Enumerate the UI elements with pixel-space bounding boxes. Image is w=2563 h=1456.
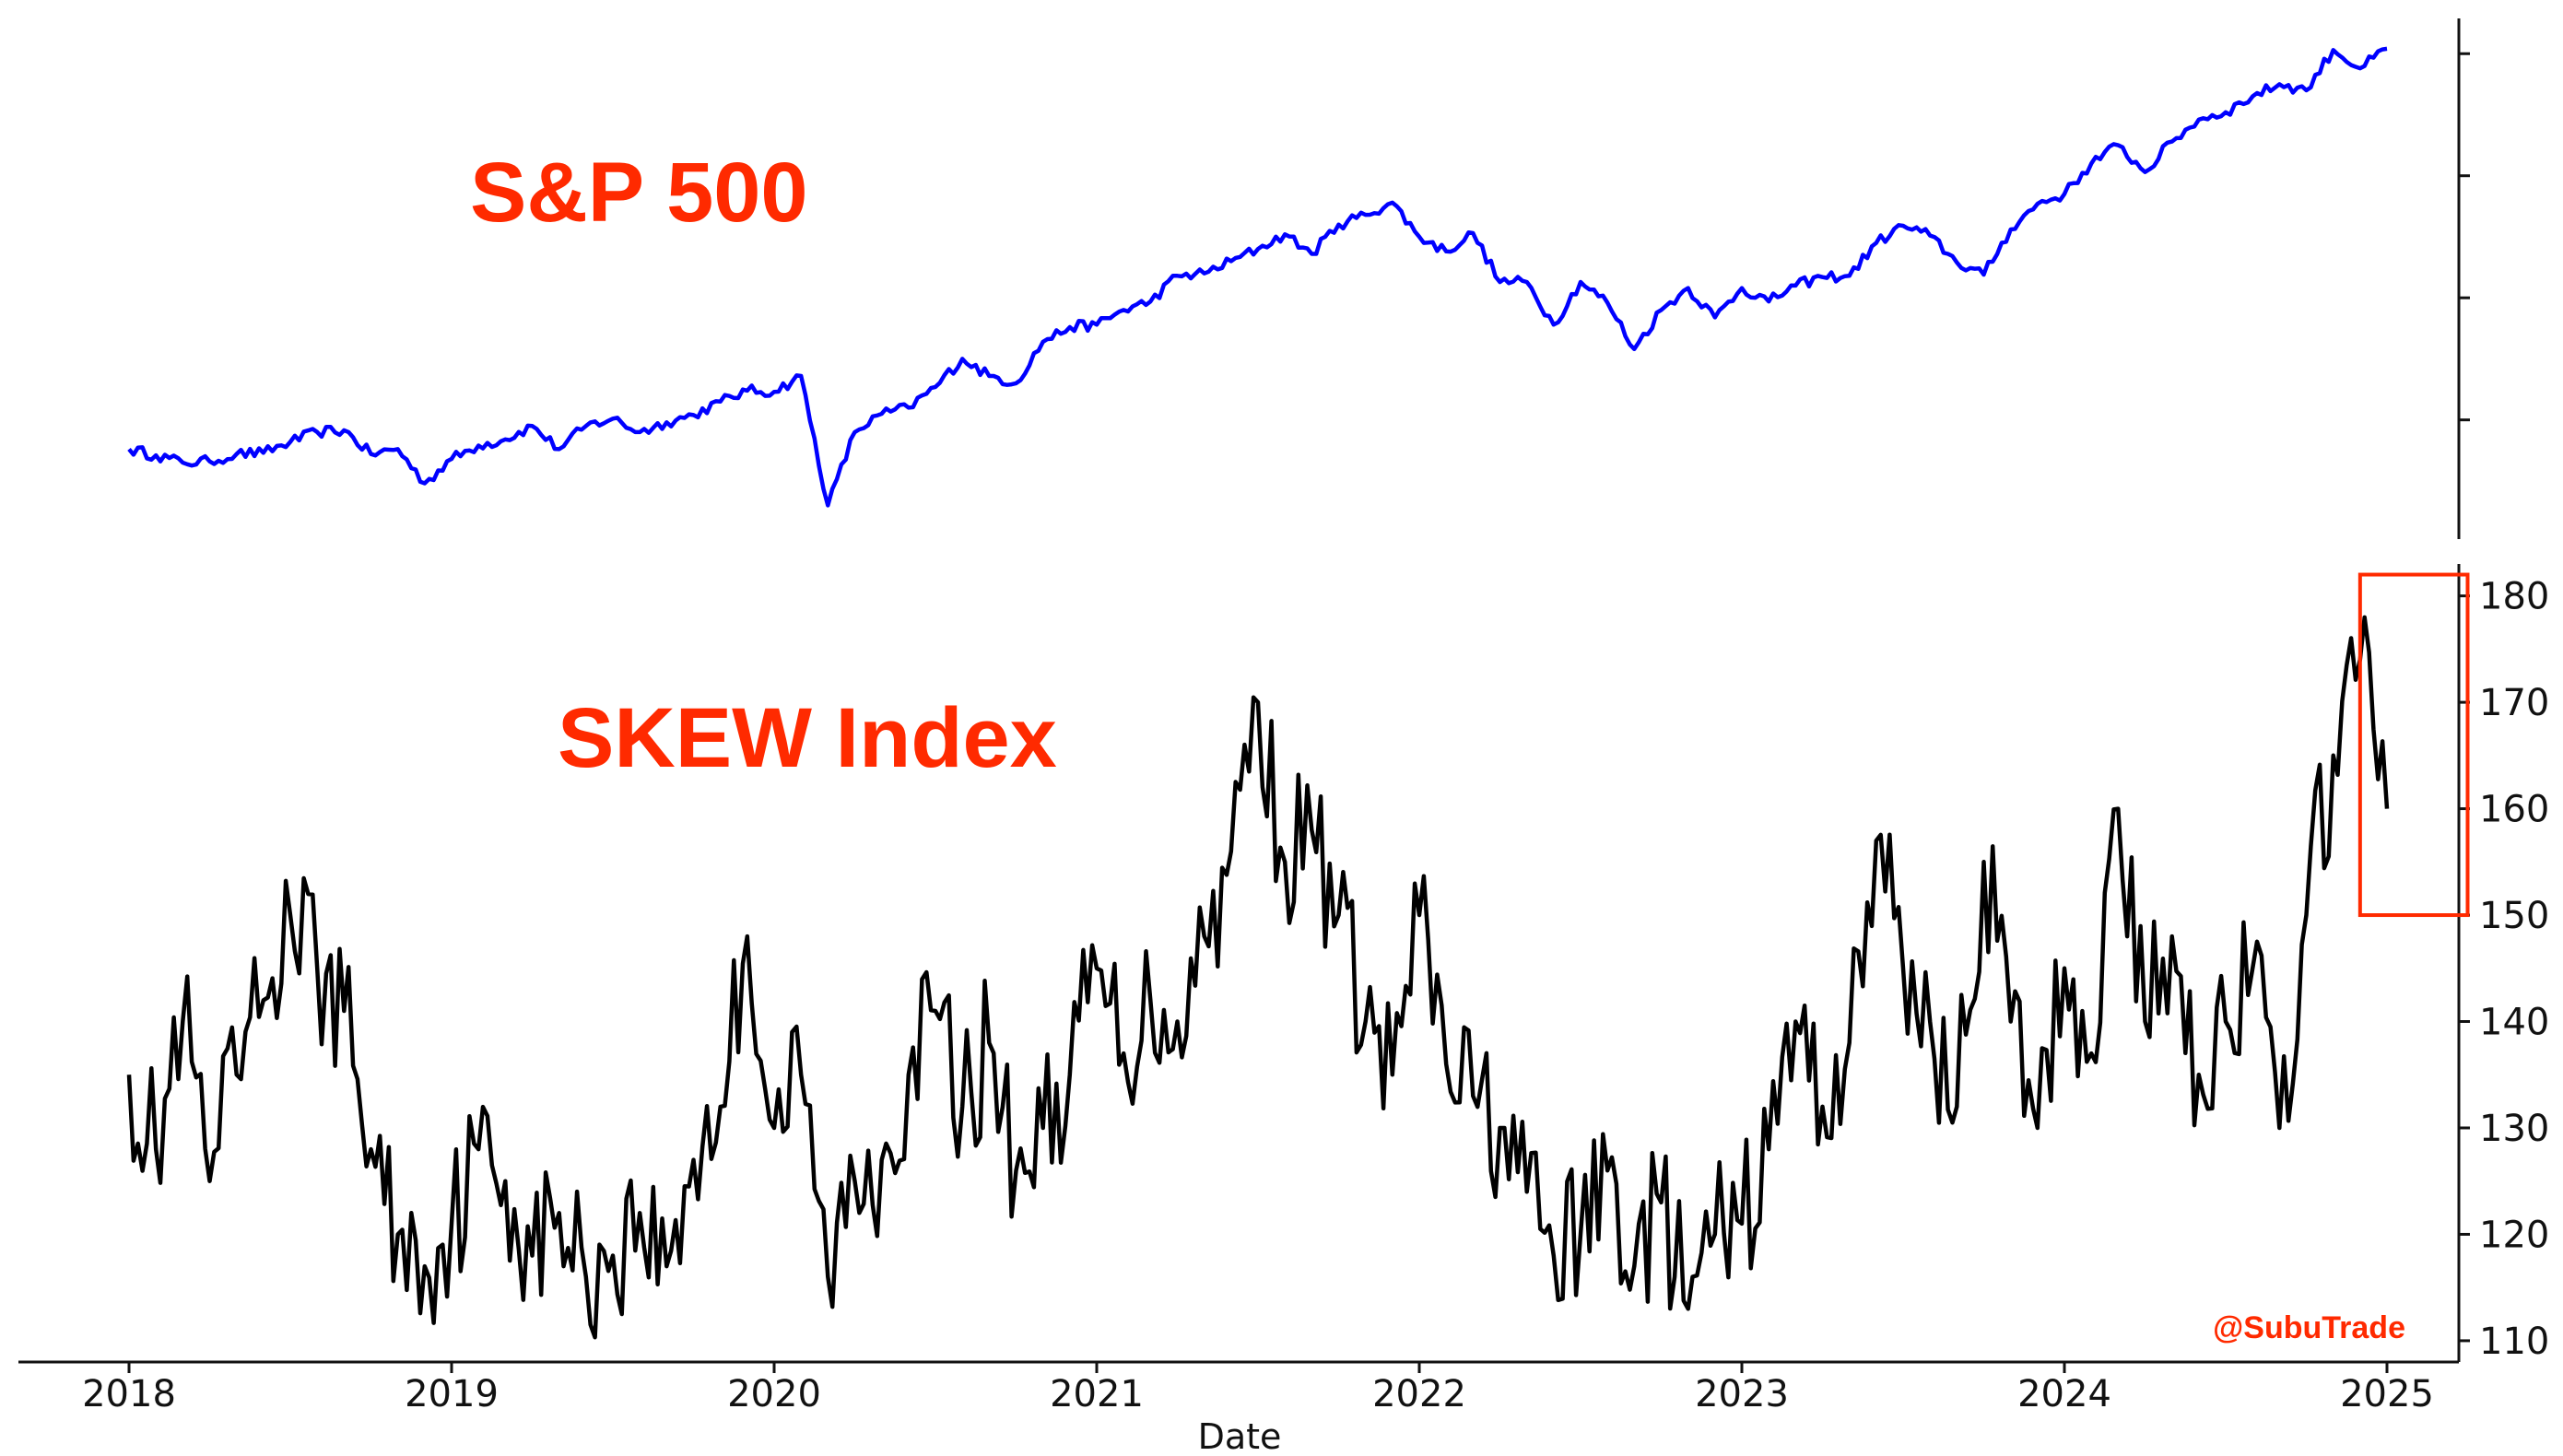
skew-y-tick-label: 130 [2479, 1108, 2549, 1150]
skew-y-tick-label: 110 [2479, 1321, 2549, 1363]
sp500-panel: S&P 500 [127, 18, 2470, 539]
sp500-line [127, 46, 2388, 508]
x-tick-label: 2024 [2017, 1373, 2111, 1415]
skew-line [126, 615, 2390, 1340]
sp500-annotation: S&P 500 [470, 146, 808, 240]
recent-spike-highlight-box [2357, 572, 2470, 918]
x-axis-title: Date [1198, 1416, 1282, 1456]
sp500-y-ticks [2459, 52, 2470, 422]
skew-y-tick-label: 140 [2479, 1002, 2549, 1044]
skew-y-ticks: 110 120 130 140 150 160 170 180 [2459, 576, 2549, 1363]
x-tick-label: 2025 [2340, 1373, 2434, 1415]
skew-y-tick-label: 160 [2479, 789, 2549, 831]
x-ticks: 2018 2019 2020 2021 2022 2023 2024 2025 [82, 1362, 2434, 1415]
skew-y-tick-label: 120 [2479, 1214, 2549, 1256]
x-tick-label: 2020 [727, 1373, 821, 1415]
skew-y-tick-label: 150 [2479, 895, 2549, 937]
skew-annotation: SKEW Index [558, 691, 1057, 785]
skew-panel: 110 120 130 140 150 160 170 180 2018 2019 2020 202… [18, 564, 2549, 1456]
skew-y-tick-label: 170 [2479, 682, 2549, 724]
x-tick-label: 2022 [1372, 1373, 1466, 1415]
x-tick-label: 2018 [82, 1373, 176, 1415]
x-tick-label: 2021 [1050, 1373, 1144, 1415]
watermark: @SubuTrade [2213, 1310, 2405, 1345]
skew-y-tick-label: 180 [2479, 576, 2549, 618]
x-tick-label: 2023 [1695, 1373, 1789, 1415]
x-tick-label: 2019 [405, 1373, 499, 1415]
